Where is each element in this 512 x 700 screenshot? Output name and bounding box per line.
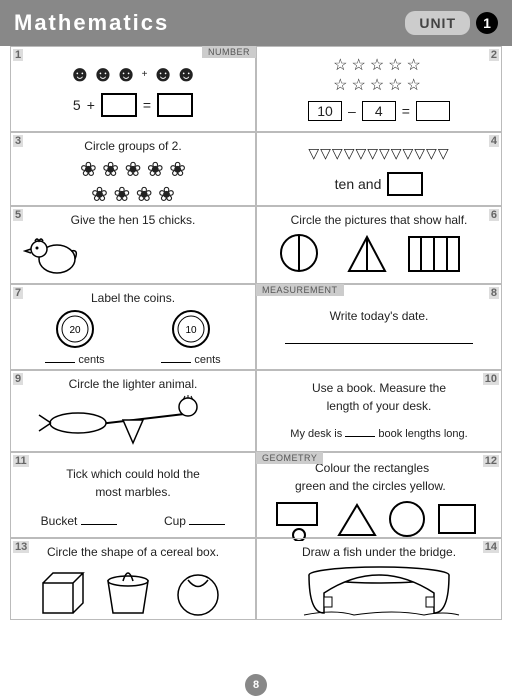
cell-number: 6 (489, 209, 499, 221)
operand: 4 (362, 101, 396, 121)
instruction: Label the coins. (19, 291, 247, 305)
section-number: NUMBER (202, 46, 256, 58)
unit-label: UNIT (405, 11, 470, 35)
instruction: Circle the lighter animal. (19, 377, 247, 391)
instruction: Write today's date. (265, 309, 493, 323)
exercise-grid: 1 NUMBER ☻☻☻ + ☻☻ 5 + = 2 ☆☆☆☆☆ ☆☆☆☆☆ 10… (10, 46, 502, 620)
exercise-13: 13 Circle the shape of a cereal box. (10, 538, 256, 620)
worksheet-page: Mathematics UNIT 1 1 NUMBER ☻☻☻ + ☻☻ 5 +… (0, 0, 512, 700)
equals: = (402, 103, 410, 119)
instruction: most marbles. (19, 485, 247, 499)
instruction: length of your desk. (265, 399, 493, 413)
cell-number: 9 (13, 373, 23, 385)
coin-icon: 20 (55, 309, 95, 349)
exercise-9: 9 Circle the lighter animal. (10, 370, 256, 452)
instruction: Circle groups of 2. (19, 139, 247, 153)
page-number: 8 (245, 674, 267, 696)
cell-number: 10 (483, 373, 499, 385)
exercise-6: 6 Circle the pictures that show half. (256, 206, 502, 284)
answer-line[interactable] (189, 513, 225, 525)
exercise-3: 3 Circle groups of 2. ❀ ❀ ❀ ❀ ❀ ❀ ❀ ❀ ❀ (10, 132, 256, 206)
exercise-10: 10 Use a book. Measure the length of you… (256, 370, 502, 452)
flower-row: ❀ ❀ ❀ ❀ ❀ (19, 157, 247, 182)
operand: 5 (73, 97, 81, 113)
face-icon: ☻☻ (151, 61, 197, 87)
instruction: Use a book. Measure the (265, 381, 493, 395)
answer-line[interactable] (345, 425, 375, 437)
cell-number: 7 (13, 287, 23, 299)
answer-line[interactable] (161, 351, 191, 363)
answer-line[interactable] (81, 513, 117, 525)
cell-number: 1 (13, 49, 23, 61)
exercise-12: GEOMETRY 12 Colour the rectangles green … (256, 452, 502, 538)
subject-title: Mathematics (14, 10, 169, 36)
unit-badge: UNIT 1 (405, 11, 498, 35)
operand: 10 (308, 101, 342, 121)
cell-number: 3 (13, 135, 23, 147)
coin-icon: 10 (171, 309, 211, 349)
operator: + (87, 97, 95, 113)
shapes-3d (28, 563, 238, 617)
answer-line[interactable] (285, 343, 473, 344)
cell-number: 13 (13, 541, 29, 553)
cell-number: 8 (489, 287, 499, 299)
triangle-row: ▽▽▽▽▽▽▽▽▽▽▽▽ (265, 145, 493, 162)
bridge-icon (294, 563, 464, 617)
svg-text:20: 20 (69, 325, 81, 336)
answer-box[interactable] (101, 93, 137, 117)
equals: = (143, 97, 151, 113)
cell-number: 5 (13, 209, 23, 221)
instruction: Circle the pictures that show half. (265, 213, 493, 227)
exercise-7: 7 Label the coins. 20 10 cents cents (10, 284, 256, 370)
exercise-5: 5 Give the hen 15 chicks. (10, 206, 256, 284)
exercise-14: 14 Draw a fish under the bridge. (256, 538, 502, 620)
instruction: Circle the shape of a cereal box. (19, 545, 247, 559)
shapes-row (269, 497, 489, 541)
shapes-half (269, 231, 489, 275)
instruction: Tick which could hold the (19, 467, 247, 481)
cell-number: 2 (489, 49, 499, 61)
flower-row: ❀ ❀ ❀ ❀ (19, 182, 247, 207)
label: ten and (335, 176, 382, 192)
answer-box[interactable] (416, 101, 450, 121)
cell-number: 11 (13, 455, 29, 467)
instruction: Give the hen 15 chicks. (19, 213, 247, 227)
cell-number: 12 (483, 455, 499, 467)
exercise-2: 2 ☆☆☆☆☆ ☆☆☆☆☆ 10 – 4 = (256, 46, 502, 132)
page-header: Mathematics UNIT 1 (0, 0, 512, 46)
section-measurement: MEASUREMENT (256, 284, 344, 296)
answer-box[interactable] (387, 172, 423, 196)
exercise-11: 11 Tick which could hold the most marble… (10, 452, 256, 538)
answer-line[interactable] (45, 351, 75, 363)
balance-scale-icon (33, 395, 233, 445)
cell-number: 14 (483, 541, 499, 553)
hen-icon (23, 231, 83, 277)
exercise-8: MEASUREMENT 8 Write today's date. (256, 284, 502, 370)
instruction: green and the circles yellow. (265, 479, 493, 493)
section-geometry: GEOMETRY (256, 452, 323, 464)
operator: – (348, 103, 356, 119)
svg-text:10: 10 (185, 325, 197, 336)
instruction: Draw a fish under the bridge. (265, 545, 493, 559)
face-icon: ☻☻☻ (68, 61, 137, 87)
answer-box[interactable] (157, 93, 193, 117)
cell-number: 4 (489, 135, 499, 147)
exercise-1: 1 NUMBER ☻☻☻ + ☻☻ 5 + = (10, 46, 256, 132)
exercise-4: 4 ▽▽▽▽▽▽▽▽▽▽▽▽ ten and (256, 132, 502, 206)
unit-number: 1 (476, 12, 498, 34)
